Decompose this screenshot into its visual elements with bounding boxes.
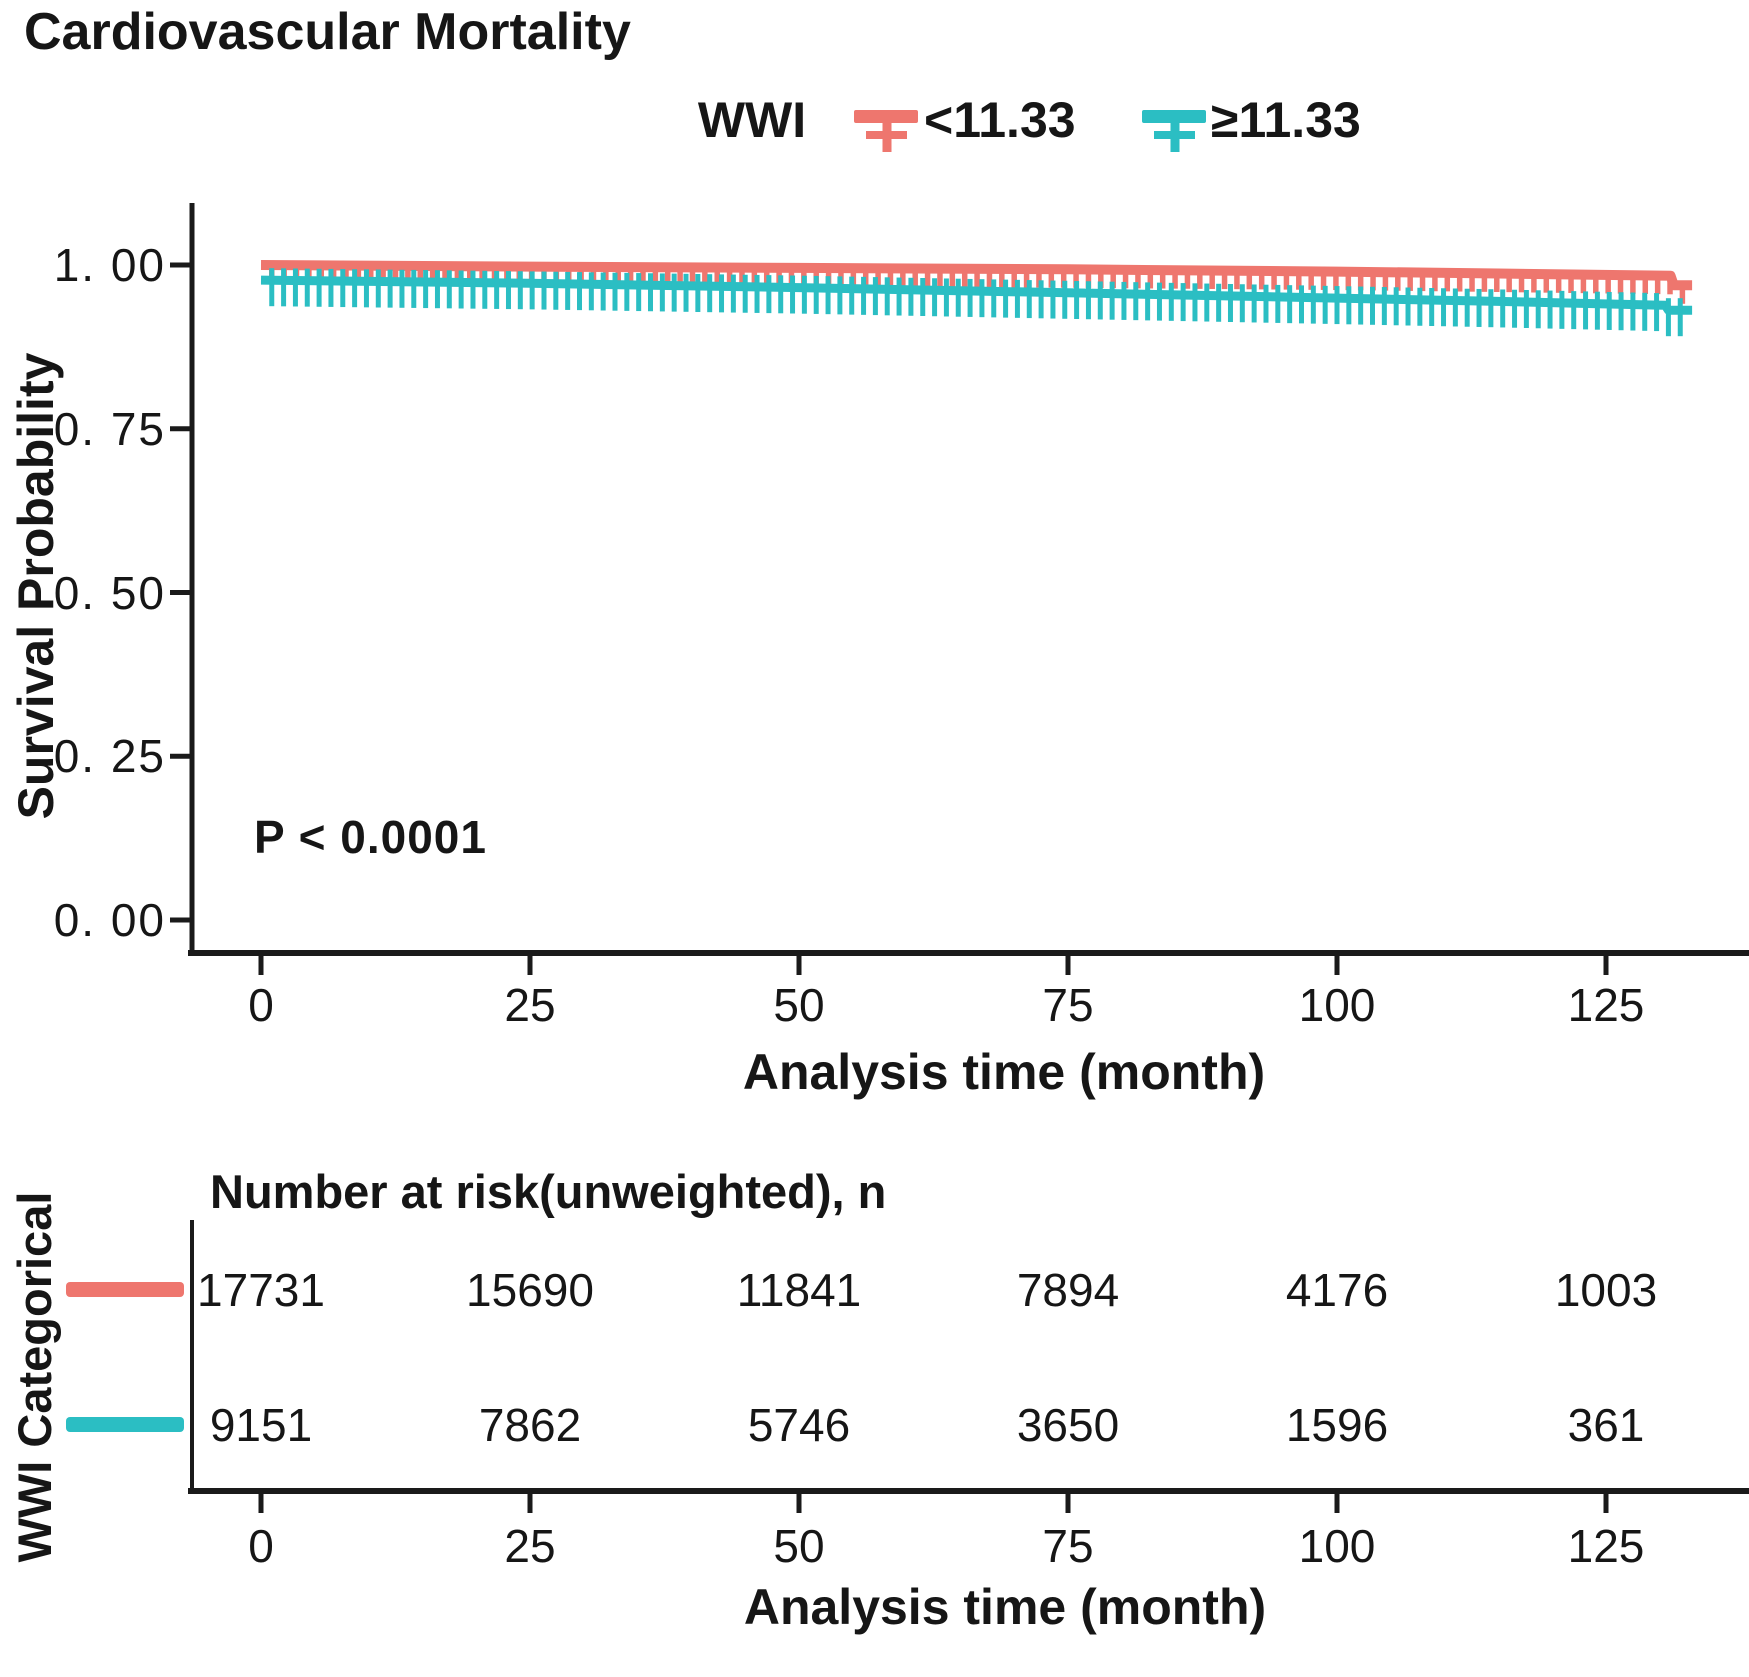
risk-table-title: Number at risk(unweighted), n (210, 1165, 887, 1218)
risk-count: 7894 (1016, 1264, 1120, 1316)
risk-x-tick-label: 125 (1567, 1520, 1645, 1572)
x-tick-label: 50 (773, 979, 825, 1031)
x-tick-label: 125 (1567, 979, 1645, 1031)
risk-count: 7862 (478, 1399, 582, 1451)
x-axis-title: Analysis time (month) (742, 1044, 1266, 1100)
legend-item-label: <11.33 (924, 92, 1076, 148)
censor-symbol-icon (854, 110, 918, 152)
y-tick-label: 0. 50 (53, 566, 166, 619)
risk-count: 1003 (1554, 1264, 1658, 1316)
risk-count: 3650 (1016, 1399, 1120, 1451)
risk-x-tick-label: 75 (1042, 1520, 1094, 1572)
risk-table-side-label: WWI Categorical (7, 1191, 61, 1563)
legend-title: WWI (697, 92, 807, 148)
risk-count: 5746 (747, 1399, 851, 1451)
p-value-annotation: P < 0.0001 (254, 811, 487, 863)
risk-count: 17731 (197, 1264, 325, 1316)
x-tick-label: 75 (1042, 979, 1094, 1031)
legend-item-label: ≥11.33 (1211, 92, 1361, 148)
risk-x-axis-title: Analysis time (month) (743, 1579, 1267, 1635)
risk-count: 15690 (466, 1264, 594, 1316)
legend: WWI <11.33 ≥11.33 (0, 0, 1749, 170)
censor-symbol-icon (1142, 110, 1206, 152)
risk-x-tick-label: 100 (1298, 1520, 1376, 1572)
risk-count: 1596 (1285, 1399, 1389, 1451)
risk-count: 9151 (209, 1399, 313, 1451)
risk-x-tick-label: 0 (248, 1520, 274, 1572)
figure-title: Cardiovascular Mortality (24, 3, 631, 61)
legend-key-ge-11-33 (1140, 104, 1210, 154)
y-tick-label: 0. 25 (53, 730, 166, 783)
x-tick-label: 25 (504, 979, 556, 1031)
risk-count: 4176 (1285, 1264, 1389, 1316)
y-tick-label: 1. 00 (53, 239, 166, 291)
y-tick-label: 0. 75 (53, 402, 166, 455)
legend-key-lt-11-33 (852, 104, 922, 154)
risk-x-tick-label: 50 (773, 1520, 825, 1572)
risk-count: 11841 (736, 1264, 862, 1316)
x-tick-label: 0 (248, 979, 274, 1031)
risk-row-key-ge-11-33 (66, 1417, 184, 1432)
x-tick-label: 100 (1298, 979, 1376, 1031)
risk-row-key-lt-11-33 (66, 1282, 184, 1297)
risk-count: 361 (1567, 1399, 1645, 1451)
y-tick-label: 0. 00 (53, 894, 166, 946)
risk-x-tick-label: 25 (504, 1520, 556, 1572)
